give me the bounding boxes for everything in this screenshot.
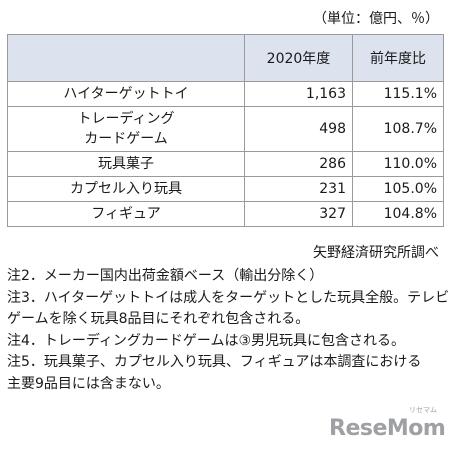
row-value: 286 xyxy=(244,151,353,177)
header-fy2020: 2020年度 xyxy=(244,34,353,82)
resemom-logo: リセマム ReseMom xyxy=(329,401,446,441)
row-category: フィギュア xyxy=(7,201,245,227)
logo-text: ReseMom xyxy=(329,416,446,441)
footnote-line: 主要9品目には含まない。 xyxy=(7,375,170,392)
row-value: 327 xyxy=(244,201,353,227)
table-row: フィギュア 327 104.8% xyxy=(7,201,444,227)
row-category-text: トレーディング カードゲーム xyxy=(77,111,175,147)
row-category: トレーディング カードゲーム xyxy=(7,106,245,152)
row-yoy: 110.0% xyxy=(352,151,444,177)
logo-ruby-text: リセマム xyxy=(409,406,437,414)
header-yoy: 前年度比 xyxy=(352,34,444,82)
table-row: カプセル入り玩具 231 105.0% xyxy=(7,176,444,202)
row-value: 231 xyxy=(244,176,353,202)
row-value: 498 xyxy=(244,106,353,152)
table-header-row: 2020年度 前年度比 xyxy=(7,34,444,82)
row-yoy: 115.1% xyxy=(352,81,444,107)
footnote-line: 注4．トレーディングカードゲームは③男児玩具に包含される。 xyxy=(7,332,406,349)
unit-note: （単位：億円、％） xyxy=(313,11,439,27)
row-yoy: 108.7% xyxy=(352,106,444,152)
footnote-line: 注5．玩具菓子、カプセル入り玩具、フィギュアは本調査における xyxy=(7,354,422,370)
row-yoy: 104.8% xyxy=(352,201,444,227)
table-row: ハイターゲットトイ 1,163 115.1% xyxy=(7,81,444,107)
footnotes: 注2．メーカー国内出荷金額ベース（輸出分除く） 注3．ハイターゲットトイは成人を… xyxy=(7,266,450,395)
row-value: 1,163 xyxy=(244,81,353,107)
row-category: ハイターゲットトイ xyxy=(7,81,245,107)
footnote-line: 注2．メーカー国内出荷金額ベース（輸出分除く） xyxy=(7,268,324,284)
header-category xyxy=(7,34,245,82)
footnote-line: ゲームを除く玩具8品目にそれぞれ包含される。 xyxy=(7,311,310,327)
table-row: トレーディング カードゲーム 498 108.7% xyxy=(7,106,444,152)
row-category: 玩具菓子 xyxy=(7,151,245,177)
row-yoy: 105.0% xyxy=(352,176,444,202)
market-table: 2020年度 前年度比 ハイターゲットトイ 1,163 115.1% トレーディ… xyxy=(7,34,444,227)
row-category: カプセル入り玩具 xyxy=(7,176,245,202)
source-credit: 矢野経済研究所調べ xyxy=(313,245,439,261)
footnote-line: 注3．ハイターゲットトイは成人をターゲットとした玩具全般。テレビ xyxy=(7,289,450,306)
table-row: 玩具菓子 286 110.0% xyxy=(7,151,444,177)
